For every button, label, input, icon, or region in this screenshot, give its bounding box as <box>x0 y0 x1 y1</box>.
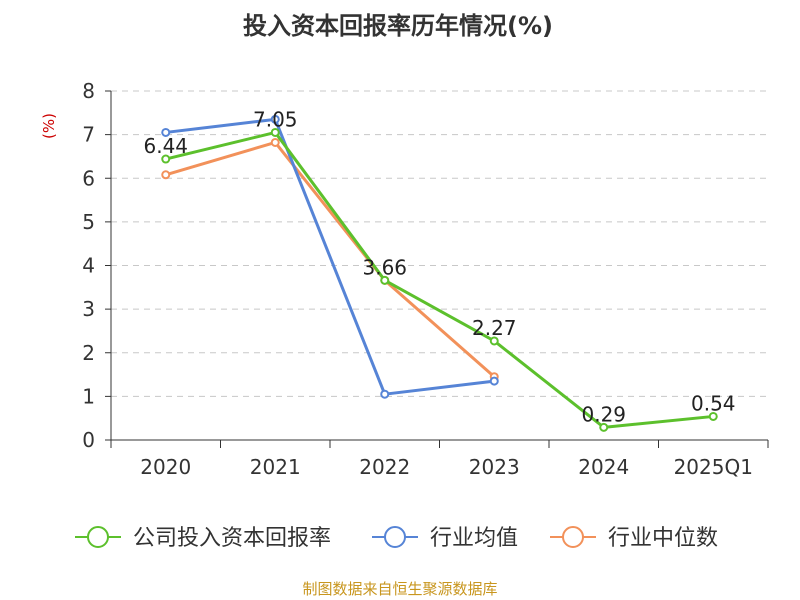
x-tick-label: 2020 <box>140 455 191 479</box>
x-tick-label: 2023 <box>469 455 520 479</box>
series-layer <box>161 114 718 432</box>
legend-marker <box>87 526 109 548</box>
y-axis-ticks: 0 1 2 3 4 5 6 7 8 <box>82 79 111 452</box>
y-tick-label: 5 <box>82 210 95 234</box>
data-point <box>161 127 171 137</box>
legend-item[interactable]: 行业中位数 <box>550 526 718 551</box>
data-point <box>489 336 499 346</box>
x-tick-label: 2025Q1 <box>674 455 753 479</box>
data-point <box>270 137 280 147</box>
x-tick-label: 2022 <box>359 455 410 479</box>
data-point <box>708 411 718 421</box>
chart-title: 投入资本回报率历年情况(%) <box>243 12 553 40</box>
legend-marker <box>384 526 406 548</box>
data-label: 6.44 <box>143 134 188 158</box>
legend-label: 公司投入资本回报率 <box>133 526 331 551</box>
legend-item[interactable]: 公司投入资本回报率 <box>75 526 331 551</box>
x-axis-ticks: 2020 2021 2022 2023 2024 2025Q1 <box>110 440 769 479</box>
y-tick-label: 2 <box>82 341 95 365</box>
data-label: 0.29 <box>581 402 626 426</box>
data-point <box>161 154 171 164</box>
legend-marker <box>562 526 584 548</box>
data-point <box>380 275 390 285</box>
data-point <box>270 127 280 137</box>
series-line <box>165 130 714 429</box>
data-label: 0.54 <box>691 391 736 415</box>
legend[interactable]: 公司投入资本回报率 行业均值 行业中位数 <box>75 526 718 551</box>
legend-item[interactable]: 行业均值 <box>372 526 518 551</box>
y-axis-label: (%) <box>40 113 58 139</box>
data-point <box>270 114 280 124</box>
data-label: 3.66 <box>362 255 407 279</box>
x-tick-label: 2021 <box>250 455 301 479</box>
data-labels: 6.44 7.05 3.66 2.27 0.29 0.54 <box>143 107 735 426</box>
source-note: 制图数据来自恒生聚源数据库 <box>302 580 497 598</box>
data-point <box>489 376 499 386</box>
legend-label: 行业均值 <box>430 526 518 551</box>
x-tick-label: 2024 <box>578 455 629 479</box>
data-label: 7.05 <box>253 107 298 131</box>
data-point <box>599 422 609 432</box>
y-tick-label: 4 <box>82 254 95 278</box>
legend-label: 行业中位数 <box>608 526 718 551</box>
y-tick-label: 7 <box>82 123 95 147</box>
data-point <box>161 170 171 180</box>
y-tick-label: 0 <box>82 428 95 452</box>
y-tick-label: 8 <box>82 79 95 103</box>
y-tick-label: 3 <box>82 297 95 321</box>
grid-lines <box>111 90 768 397</box>
series-line <box>165 140 496 378</box>
data-label: 2.27 <box>472 316 517 340</box>
y-tick-label: 6 <box>82 166 95 190</box>
y-tick-label: 1 <box>82 384 95 408</box>
series-line <box>165 117 495 396</box>
data-point <box>380 389 390 399</box>
